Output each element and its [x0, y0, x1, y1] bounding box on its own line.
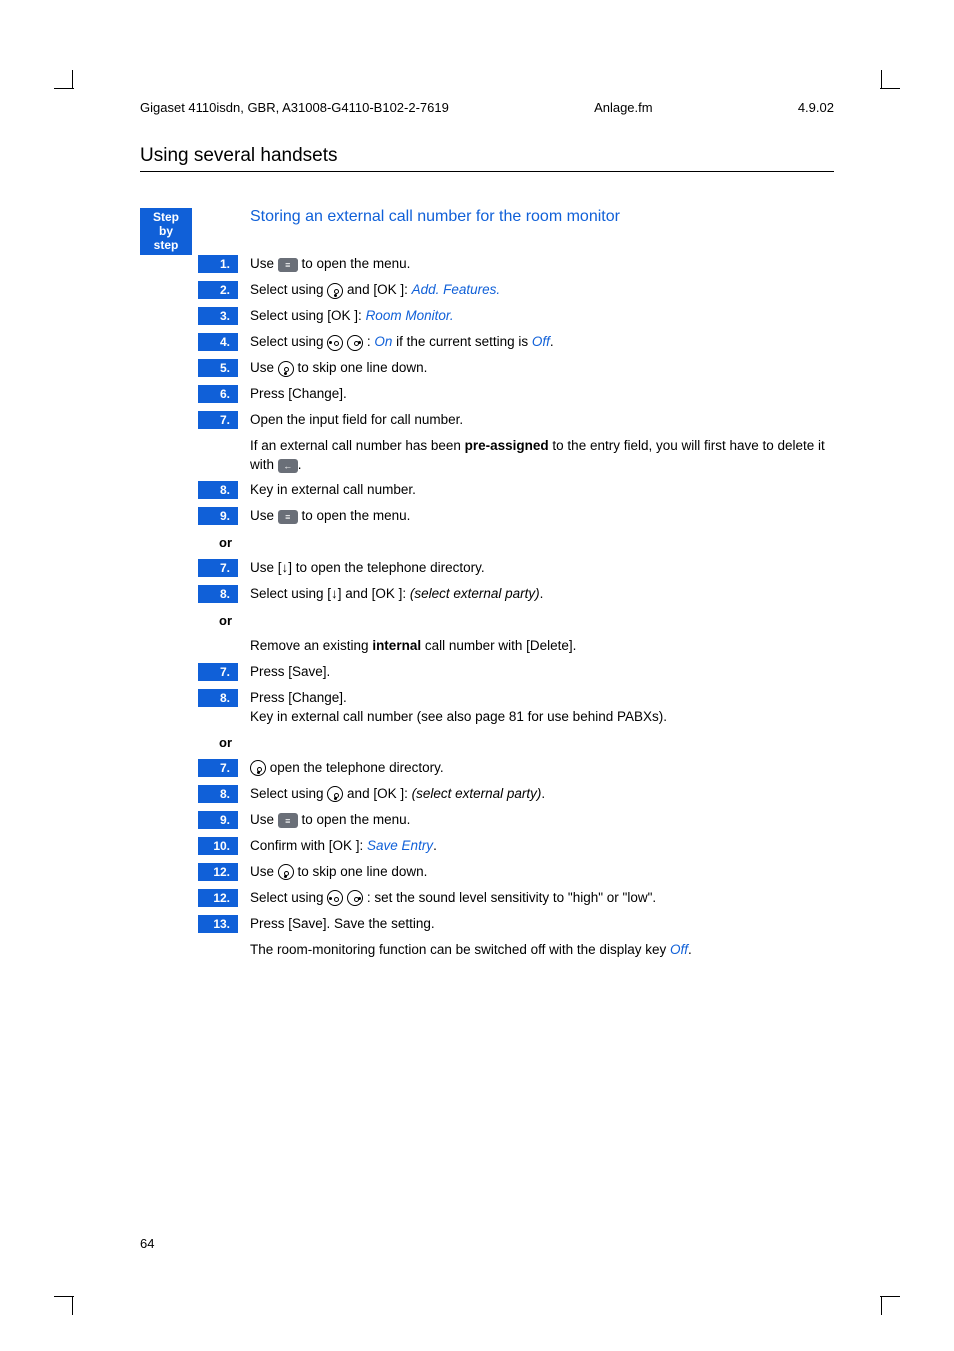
step-row: 8. Select using [↓] and [OK ]: (select ex…	[140, 585, 834, 605]
page-number: 64	[140, 1236, 154, 1251]
step-number: 2.	[198, 281, 238, 299]
step-text: Press [Change].Key in external call numb…	[250, 689, 834, 727]
step-row: or	[140, 733, 834, 753]
step-text: Press [Save]. Save the setting.	[250, 915, 834, 934]
step-row: 8. Press [Change].Key in external call nu…	[140, 689, 834, 727]
step-number: 1.	[198, 255, 238, 273]
step-row: 10. Confirm with [OK ]: Save Entry.	[140, 837, 834, 857]
step-number: 4.	[198, 333, 238, 351]
menu-key-icon: ≡	[278, 258, 298, 272]
step-number: 9.	[198, 811, 238, 829]
nav-down-icon	[250, 760, 266, 776]
nav-down-icon	[278, 361, 294, 377]
nav-left-icon	[327, 890, 343, 906]
step-row: 7. open the telephone directory.	[140, 759, 834, 779]
nav-down-icon	[327, 283, 343, 299]
step-text: Open the input field for call number.	[250, 411, 834, 430]
file-ref: Anlage.fm	[594, 100, 653, 115]
step-row: 12. Use to skip one line down.	[140, 863, 834, 883]
running-header: Gigaset 4110isdn, GBR, A31008-G4110-B102…	[140, 100, 834, 115]
step-text: Use to skip one line down.	[250, 863, 834, 882]
step-row: 3. Select using [OK ]: Room Monitor.	[140, 307, 834, 327]
nav-down-icon	[278, 864, 294, 880]
step-text: Press [Save].	[250, 663, 834, 682]
step-row: or	[140, 611, 834, 631]
nav-down-icon	[327, 786, 343, 802]
step-text: open the telephone directory.	[250, 759, 834, 778]
step-number: 7.	[198, 759, 238, 777]
menu-key-icon: ≡	[278, 814, 298, 828]
step-number: 3.	[198, 307, 238, 325]
step-number: 9.	[198, 507, 238, 525]
nav-right-icon	[347, 890, 363, 906]
step-text: Use ≡ to open the menu.	[250, 255, 834, 274]
step-text: Select using [OK ]: Room Monitor.	[250, 307, 834, 326]
step-row: The room-monitoring function can be swit…	[140, 941, 834, 961]
menu-key-icon: ≡	[278, 510, 298, 524]
step-row: 7. Open the input field for call number.	[140, 411, 834, 431]
step-row: 2. Select using and [OK ]: Add. Features.	[140, 281, 834, 301]
step-text: Key in external call number.	[250, 481, 834, 500]
step-number: 5.	[198, 359, 238, 377]
step-row: 13. Press [Save]. Save the setting.	[140, 915, 834, 935]
or-label: or	[219, 611, 238, 628]
or-label: or	[219, 533, 238, 550]
step-row: 12. Select using : set the sound level se…	[140, 889, 834, 909]
step-text: Select using and [OK ]: Add. Features.	[250, 281, 834, 300]
step-number: 13.	[198, 915, 238, 933]
step-row: 6. Press [Change].	[140, 385, 834, 405]
step-number: 8.	[198, 585, 238, 603]
step-text: Select using : On if the current setting…	[250, 333, 834, 352]
procedure-title: Storing an external call number for the …	[192, 208, 620, 226]
step-row: 7. Use [↓] to open the telephone director…	[140, 559, 834, 579]
nav-left-icon	[327, 335, 343, 351]
step-number: 7.	[198, 411, 238, 429]
step-number: 10.	[198, 837, 238, 855]
step-number: 7.	[198, 559, 238, 577]
step-number: 12.	[198, 889, 238, 907]
step-text: The room-monitoring function can be swit…	[250, 941, 834, 960]
or-label: or	[219, 733, 238, 750]
step-number: 12.	[198, 863, 238, 881]
step-row: 7. Press [Save].	[140, 663, 834, 683]
step-number: 7.	[198, 663, 238, 681]
step-row: 8. Key in external call number.	[140, 481, 834, 501]
step-text: If an external call number has been pre-…	[250, 437, 834, 475]
doc-date: 4.9.02	[798, 100, 834, 115]
step-row: 1. Use ≡ to open the menu.	[140, 255, 834, 275]
step-number: 6.	[198, 385, 238, 403]
section-title: Using several handsets	[140, 145, 834, 172]
step-row: 8. Select using and [OK ]: (select extern…	[140, 785, 834, 805]
doc-id: Gigaset 4110isdn, GBR, A31008-G4110-B102…	[140, 100, 449, 115]
backspace-key-icon: ←	[278, 459, 298, 473]
step-text: Select using [↓] and [OK ]: (select exte…	[250, 585, 834, 604]
nav-right-icon	[347, 335, 363, 351]
menu-key-icon: ≡	[278, 258, 298, 272]
step-row: 5. Use to skip one line down.	[140, 359, 834, 379]
step-row: 9. Use ≡ to open the menu.	[140, 811, 834, 831]
step-text: Use [↓] to open the telephone directory.	[250, 559, 834, 578]
step-row: If an external call number has been pre-…	[140, 437, 834, 475]
step-number: 8.	[198, 785, 238, 803]
step-by-step-badge: Step by step	[140, 208, 192, 255]
step-number: 8.	[198, 689, 238, 707]
step-row: 9. Use ≡ to open the menu.	[140, 507, 834, 527]
step-text: Select using and [OK ]: (select external…	[250, 785, 834, 804]
step-text: Use ≡ to open the menu.	[250, 811, 834, 830]
step-text: Use to skip one line down.	[250, 359, 834, 378]
step-text: Use ≡ to open the menu.	[250, 507, 834, 526]
step-text: Press [Change].	[250, 385, 834, 404]
step-text: Select using : set the sound level sensi…	[250, 889, 834, 908]
step-text: Confirm with [OK ]: Save Entry.	[250, 837, 834, 856]
step-row: or	[140, 533, 834, 553]
menu-key-icon: ≡	[278, 813, 298, 827]
step-number: 8.	[198, 481, 238, 499]
step-row: 4. Select using : On if the current setti…	[140, 333, 834, 353]
steps-list: 1. Use ≡ to open the menu. 2. Select using …	[140, 255, 834, 961]
step-row: Remove an existing internal call number …	[140, 637, 834, 657]
step-text: Remove an existing internal call number …	[250, 637, 834, 656]
